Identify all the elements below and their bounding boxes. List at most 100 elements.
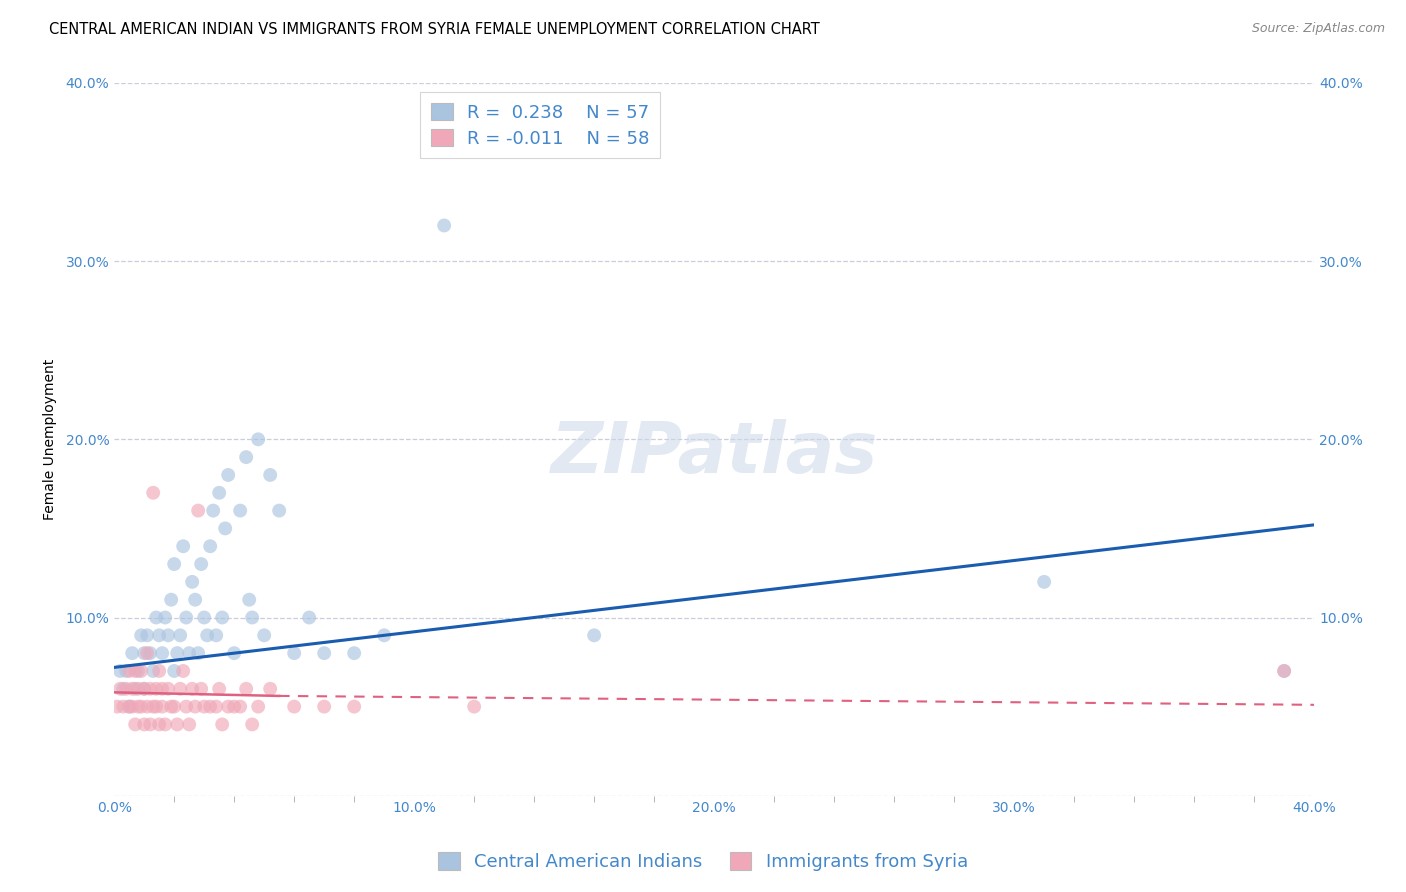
Point: [124, 664, 146, 678]
Point: [169, 628, 191, 642]
Point: [217, 699, 239, 714]
Point: [247, 699, 270, 714]
Point: [112, 699, 135, 714]
Point: [121, 646, 143, 660]
Point: [112, 681, 135, 696]
Text: CENTRAL AMERICAN INDIAN VS IMMIGRANTS FROM SYRIA FEMALE UNEMPLOYMENT CORRELATION: CENTRAL AMERICAN INDIAN VS IMMIGRANTS FR…: [49, 22, 820, 37]
Point: [198, 699, 221, 714]
Point: [253, 628, 276, 642]
Point: [169, 681, 191, 696]
Point: [160, 592, 183, 607]
Point: [208, 485, 231, 500]
Point: [583, 628, 606, 642]
Point: [150, 699, 173, 714]
Point: [314, 646, 336, 660]
Point: [139, 646, 162, 660]
Point: [214, 521, 236, 535]
Point: [211, 717, 233, 731]
Point: [129, 699, 152, 714]
Point: [118, 699, 141, 714]
Point: [142, 699, 165, 714]
Point: [127, 681, 149, 696]
Point: [136, 628, 159, 642]
Point: [148, 628, 170, 642]
Point: [247, 433, 270, 447]
Point: [148, 664, 170, 678]
Text: Source: ZipAtlas.com: Source: ZipAtlas.com: [1251, 22, 1385, 36]
Point: [205, 628, 228, 642]
Point: [145, 699, 167, 714]
Point: [283, 646, 305, 660]
Point: [105, 699, 128, 714]
Point: [166, 646, 188, 660]
Point: [240, 610, 263, 624]
Point: [224, 699, 246, 714]
Point: [181, 681, 204, 696]
Point: [139, 717, 162, 731]
Point: [174, 699, 197, 714]
Point: [181, 574, 204, 589]
Point: [240, 717, 263, 731]
Point: [211, 610, 233, 624]
Point: [163, 664, 186, 678]
Point: [195, 628, 218, 642]
Point: [163, 557, 186, 571]
Point: [136, 646, 159, 660]
Point: [193, 699, 215, 714]
Point: [184, 592, 207, 607]
Point: [145, 681, 167, 696]
Point: [150, 681, 173, 696]
Point: [160, 699, 183, 714]
Point: [124, 681, 146, 696]
Point: [157, 628, 180, 642]
Point: [142, 664, 165, 678]
Point: [153, 610, 176, 624]
Point: [190, 557, 212, 571]
Point: [187, 503, 209, 517]
Point: [139, 681, 162, 696]
Point: [1272, 664, 1295, 678]
Point: [1033, 574, 1056, 589]
Point: [433, 219, 456, 233]
Point: [238, 592, 260, 607]
Point: [1272, 664, 1295, 678]
Point: [121, 699, 143, 714]
Point: [208, 681, 231, 696]
Point: [198, 539, 221, 553]
Point: [343, 646, 366, 660]
Point: [163, 699, 186, 714]
Point: [124, 717, 146, 731]
Point: [118, 699, 141, 714]
Point: [115, 664, 138, 678]
Point: [148, 717, 170, 731]
Point: [463, 699, 485, 714]
Point: [142, 485, 165, 500]
Point: [373, 628, 395, 642]
Point: [179, 646, 201, 660]
Point: [314, 699, 336, 714]
Point: [145, 610, 167, 624]
Point: [190, 681, 212, 696]
Point: [153, 717, 176, 731]
Point: [127, 664, 149, 678]
Point: [184, 699, 207, 714]
Y-axis label: Female Unemployment: Female Unemployment: [44, 359, 58, 520]
Point: [118, 664, 141, 678]
Text: ZIPatlas: ZIPatlas: [551, 419, 877, 488]
Point: [298, 610, 321, 624]
Point: [134, 717, 156, 731]
Point: [229, 503, 252, 517]
Point: [134, 646, 156, 660]
Point: [115, 681, 138, 696]
Point: [343, 699, 366, 714]
Point: [202, 503, 225, 517]
Legend: Central American Indians, Immigrants from Syria: Central American Indians, Immigrants fro…: [430, 846, 976, 879]
Point: [259, 681, 281, 696]
Point: [259, 467, 281, 482]
Point: [129, 664, 152, 678]
Point: [127, 699, 149, 714]
Point: [157, 681, 180, 696]
Point: [174, 610, 197, 624]
Point: [129, 628, 152, 642]
Point: [172, 539, 194, 553]
